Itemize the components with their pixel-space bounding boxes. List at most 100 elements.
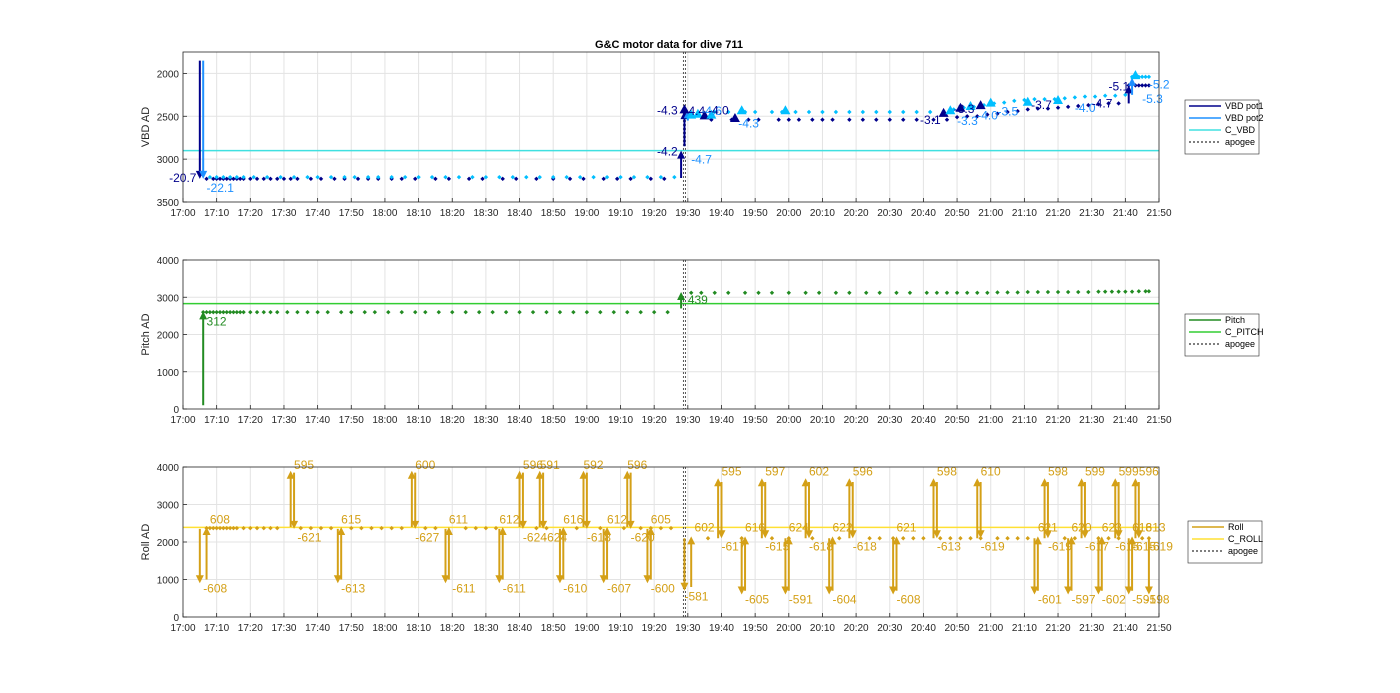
data-point-vbd-pot1: [786, 117, 791, 122]
data-point-vbd-pot1: [275, 176, 280, 182]
x-tick-label: 21:10: [1012, 415, 1037, 426]
data-label: -3.3: [954, 102, 975, 116]
x-tick-label: 20:30: [877, 208, 902, 219]
data-point-pitch: [214, 309, 219, 315]
data-point-pitch: [665, 309, 670, 315]
data-point-vbd-pot1: [810, 117, 815, 122]
x-tick-label: 17:20: [238, 415, 263, 426]
data-point-vbd-pot2: [1139, 74, 1145, 80]
data-label: -619: [1048, 540, 1072, 554]
x-tick-label: 17:10: [204, 208, 229, 219]
data-point-vbd-pot1: [231, 176, 236, 182]
data-label: 439: [688, 293, 708, 307]
data-point-vbd-pot1: [355, 176, 361, 182]
x-tick-label: 19:30: [675, 208, 700, 219]
data-point-pitch: [231, 309, 236, 315]
data-point-roll: [837, 536, 842, 541]
data-label: -617: [721, 540, 745, 554]
data-point-vbd-pot2: [483, 174, 489, 180]
data-label: -624: [543, 530, 567, 544]
data-point-vbd-pot1: [1086, 102, 1091, 108]
data-point-vbd-pot2: [389, 174, 394, 180]
data-label: -615: [1115, 540, 1139, 554]
x-tick-label: 18:30: [473, 208, 498, 219]
data-label: -598: [1146, 593, 1170, 607]
data-point-vbd-pot2: [1102, 93, 1108, 98]
x-tick-label: 18:50: [541, 208, 566, 219]
x-tick-label: 19:30: [675, 623, 700, 634]
data-point-roll: [1015, 536, 1020, 541]
x-tick-label: 21:50: [1146, 415, 1171, 426]
data-label: 599: [1085, 464, 1105, 478]
panel-1: -20.7-22.1-4.2-4.7-4.3 -4.4-4.6-4.0-4.3 -3…: [140, 51, 1264, 219]
data-point-pitch: [944, 290, 950, 295]
data-point-vbd-pot1: [874, 117, 879, 122]
legend-label: apogee: [1225, 137, 1255, 147]
data-point-roll: [227, 525, 233, 531]
data-point-pitch: [1129, 289, 1135, 294]
y-tick-label: 0: [173, 613, 179, 624]
data-point-pitch: [1109, 289, 1115, 294]
arrow-head: [677, 292, 686, 301]
x-tick-label: 20:10: [810, 208, 835, 219]
x-tick-label: 19:50: [743, 208, 768, 219]
data-point-pitch: [985, 290, 990, 295]
data-point-vbd-pot2: [1072, 95, 1078, 100]
arrow-head: [333, 575, 342, 584]
arrow-head: [976, 530, 985, 539]
arrow-head: [555, 575, 564, 584]
arrow-head: [539, 520, 548, 529]
data-point-vbd-pot1: [1045, 106, 1051, 111]
data-point-roll: [275, 525, 280, 531]
x-tick-label: 21:20: [1046, 208, 1071, 219]
arrow-head: [599, 575, 608, 584]
data-point-vbd-pot1: [413, 176, 418, 182]
data-point-vbd-pot1: [847, 117, 852, 122]
data-point-vbd-pot1: [628, 176, 633, 182]
x-tick-label: 21:20: [1046, 415, 1071, 426]
data-label: -4.7: [1092, 97, 1113, 111]
data-label: -615: [1132, 540, 1156, 554]
data-point-vbd-pot1: [581, 176, 586, 182]
x-tick-label: 20:50: [945, 623, 970, 634]
data-label: 591: [540, 458, 560, 472]
arrow-head: [441, 575, 450, 584]
data-label: 605: [651, 512, 671, 526]
data-point-pitch: [726, 290, 731, 295]
data-point-vbd-pot2: [658, 174, 664, 180]
x-tick-label: 20:30: [877, 623, 902, 634]
data-point-pitch: [372, 309, 378, 315]
data-point-vbd-pot1: [975, 114, 980, 119]
data-point-vbd-pot2: [251, 174, 256, 180]
data-label: -619: [1149, 540, 1173, 554]
arrow-head: [889, 586, 898, 595]
data-point-vbd-pot1: [901, 117, 906, 122]
data-point-pitch: [238, 309, 243, 315]
data-label: 615: [341, 512, 361, 526]
data-point-vbd-pot1: [914, 117, 919, 122]
arrow-head: [202, 527, 211, 535]
data-point-pitch: [1025, 289, 1030, 295]
data-point-vbd-pot2: [278, 174, 283, 180]
data-point-vbd-pot1: [709, 117, 714, 122]
data-point-vbd-pot1: [954, 114, 960, 120]
data-point-vbd-pot2: [769, 109, 775, 115]
data-point-pitch: [1065, 289, 1071, 295]
arrow-head: [804, 530, 813, 539]
data-point-pitch: [742, 290, 748, 295]
data-point-vbd-pot1: [433, 176, 438, 182]
x-tick-label: 18:40: [507, 623, 532, 634]
data-point-roll: [261, 525, 266, 531]
data-point-roll: [268, 525, 273, 531]
data-point-vbd-pot2: [264, 174, 270, 180]
data-point-pitch: [349, 309, 354, 315]
data-point-vbd-pot1: [1096, 102, 1101, 107]
legend-label: C_VBD: [1225, 125, 1256, 135]
data-point-vbd-pot1: [1139, 83, 1145, 88]
data-label: -591: [789, 593, 813, 607]
data-point-vbd-pot2: [1113, 93, 1118, 98]
data-point-vbd-pot1: [1143, 83, 1148, 88]
x-tick-label: 21:40: [1113, 623, 1138, 634]
data-point-pitch: [584, 309, 590, 315]
axes-frame: [182, 51, 1160, 203]
